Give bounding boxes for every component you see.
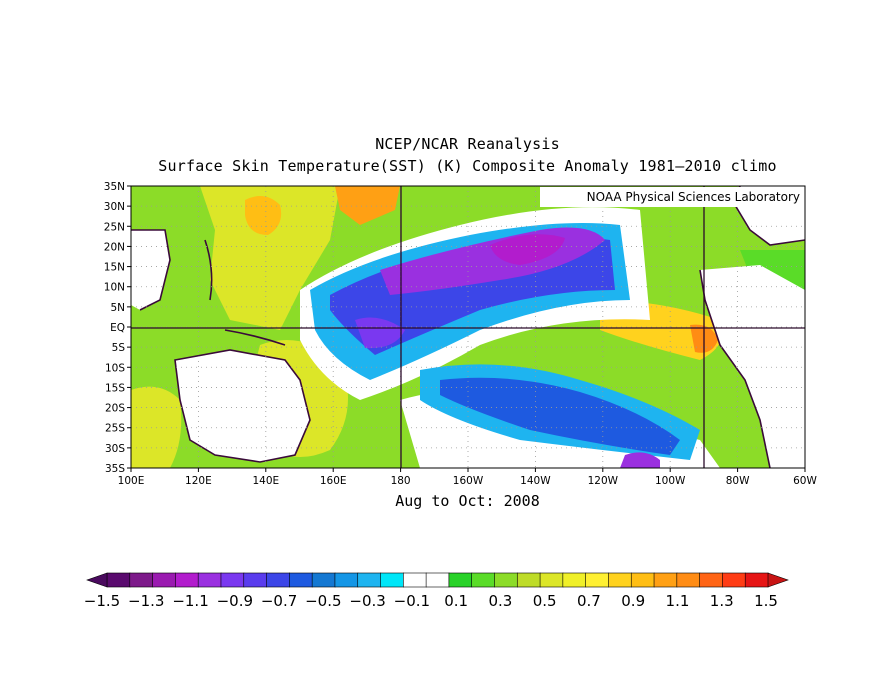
lat-tick-label: EQ <box>110 322 125 334</box>
lon-tick-label: 140W <box>520 475 551 487</box>
land-indochina <box>131 230 170 310</box>
coast-australia <box>174 349 311 463</box>
lat-tick-label: 30N <box>104 201 125 213</box>
colorbar-swatch <box>129 572 154 588</box>
colorbar-swatch <box>630 572 655 588</box>
credit-box <box>540 187 804 207</box>
map-subtitle: Surface Skin Temperature(SST) (K) Compos… <box>158 157 777 175</box>
colorbar-label: −1.1 <box>172 592 208 610</box>
map-title: NCEP/NCAR Reanalysis <box>375 135 560 153</box>
colorbar-label: 0.5 <box>533 592 557 610</box>
credit-text: NOAA Physical Sciences Laboratory <box>587 190 800 204</box>
colorbar-swatch <box>266 572 290 588</box>
lat-tick-label: 5N <box>110 302 125 314</box>
lon-tick-label: 60W <box>793 475 817 487</box>
colorbar-under-triangle <box>86 572 108 588</box>
lat-tick-label: 30S <box>105 443 125 455</box>
lat-tick-label: 15N <box>104 262 125 274</box>
colorbar-swatch <box>425 572 450 588</box>
field-warm-spot-japan-sea <box>245 196 282 235</box>
lat-tick-label: 35S <box>105 463 125 475</box>
field-positive-wpacific <box>200 186 340 330</box>
colorbar-swatch <box>744 572 769 588</box>
colorbar-label: −0.7 <box>261 592 297 610</box>
colorbar-swatch <box>197 572 222 588</box>
lat-tick-label: 25S <box>105 423 125 435</box>
colorbar-swatch <box>175 572 199 588</box>
lat-tick-label: 10S <box>105 362 125 374</box>
colorbar-swatch <box>676 572 701 588</box>
lat-tick-label: 20N <box>104 241 125 253</box>
lat-tick-label: 25N <box>104 221 125 233</box>
colorbar-swatch <box>653 572 678 588</box>
period-label: Aug to Oct: 2008 <box>395 492 540 510</box>
colorbar-swatch <box>106 572 131 588</box>
colorbar-label: −0.5 <box>305 592 341 610</box>
lon-tick-label: 180 <box>391 475 411 487</box>
colorbar-label: −1.3 <box>128 592 164 610</box>
lat-tick-label: 15S <box>105 382 125 394</box>
coast-philippines <box>204 239 213 301</box>
colorbar-label: 1.5 <box>754 592 778 610</box>
colorbar-swatches <box>86 572 789 588</box>
lon-tick-label: 120W <box>588 475 619 487</box>
colorbar-swatch <box>152 572 176 588</box>
colorbar-swatch <box>311 572 336 588</box>
colorbar-swatch <box>699 572 724 588</box>
lat-tick-label: 10N <box>104 282 125 294</box>
colorbar-label: 0.9 <box>621 592 645 610</box>
colorbar-swatch <box>608 572 632 588</box>
lon-tick-label: 100E <box>118 475 145 487</box>
land-south-america <box>700 265 805 468</box>
colorbar-swatch <box>380 572 404 588</box>
lon-tick-label: 160E <box>320 475 347 487</box>
colorbar-swatch <box>289 572 313 588</box>
lat-tick-label: 5S <box>112 342 126 354</box>
lat-tick-label: 20S <box>105 403 125 415</box>
lon-tick-label: 160W <box>453 475 484 487</box>
colorbar-swatch <box>516 572 541 588</box>
lat-axis: 35N 30N 25N 20N 15N 10N 5N EQ 5S 10S 15S 20S 25S 30S 3… <box>104 181 131 475</box>
lon-tick-label: 120E <box>185 475 212 487</box>
colorbar-swatch <box>562 572 587 588</box>
colorbar-label: −0.3 <box>349 592 385 610</box>
lon-axis: 100E 120E 140E 160E 180 160W 140W 120W 100W 80W 60… <box>118 468 817 487</box>
colorbar-swatch <box>403 572 427 588</box>
colorbar-over-triangle <box>767 572 789 588</box>
colorbar-label: −0.9 <box>217 592 253 610</box>
colorbar-label: 0.1 <box>444 592 468 610</box>
colorbar-swatch <box>334 572 359 588</box>
colorbar-label: −1.5 <box>84 592 120 610</box>
field-strong-negative-southeast <box>620 452 660 468</box>
colorbar-swatch <box>357 572 382 588</box>
colorbar-label: −0.1 <box>394 592 430 610</box>
reference-lines <box>131 186 805 468</box>
colorbar-swatch <box>220 572 245 588</box>
colorbar-swatch <box>471 572 496 588</box>
colorbar-label: 1.1 <box>666 592 690 610</box>
colorbar-swatch <box>243 572 268 588</box>
colorbar-labels: −1.5 −1.3 −1.1 −0.9 −0.7 −0.5 −0.3 −0.1 0.1 0.3 0.… <box>84 592 778 610</box>
colorbar-label: 0.7 <box>577 592 601 610</box>
colorbar-label: 0.3 <box>488 592 512 610</box>
lon-tick-label: 140E <box>252 475 279 487</box>
land-australia <box>175 350 310 462</box>
field-negative-south <box>440 377 680 455</box>
colorbar-swatch <box>539 572 564 588</box>
coast-new-guinea <box>224 329 286 346</box>
colorbar-label: 1.3 <box>710 592 734 610</box>
colorbar-swatch <box>448 572 473 588</box>
field-strong-negative-core <box>490 234 565 265</box>
lat-tick-label: 35N <box>104 181 125 193</box>
field-negative-eq-core <box>355 317 405 349</box>
colorbar-swatch <box>722 572 746 588</box>
lon-tick-label: 100W <box>655 475 686 487</box>
coast-asia <box>131 229 171 311</box>
field-warm-spot-north <box>335 186 400 225</box>
colorbar-swatch <box>494 572 518 588</box>
lon-tick-label: 80W <box>726 475 750 487</box>
colorbar-swatch <box>585 572 610 588</box>
